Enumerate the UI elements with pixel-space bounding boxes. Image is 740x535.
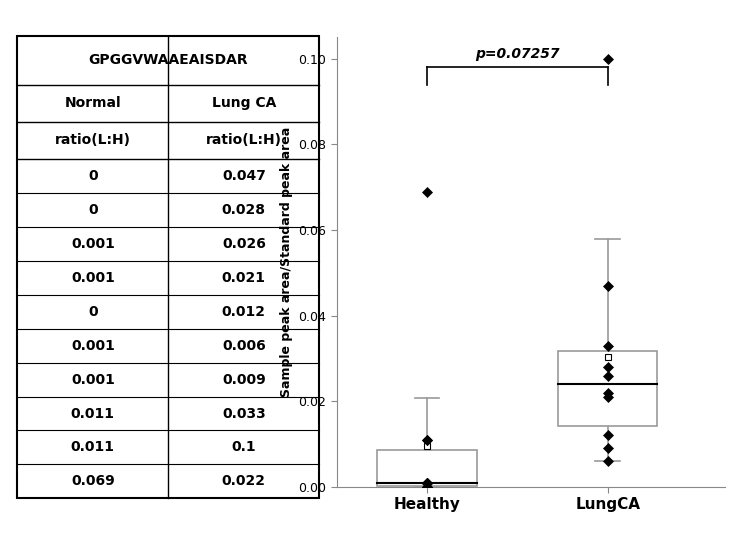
Text: p=0.07257: p=0.07257 bbox=[475, 47, 559, 61]
Bar bbox=[377, 450, 477, 486]
Text: 0.026: 0.026 bbox=[222, 236, 266, 251]
Text: 0.069: 0.069 bbox=[71, 475, 115, 488]
Text: 0.021: 0.021 bbox=[222, 271, 266, 285]
Text: ratio(L:H): ratio(L:H) bbox=[206, 133, 282, 147]
Text: 0.028: 0.028 bbox=[222, 203, 266, 217]
Text: 0: 0 bbox=[88, 304, 98, 319]
Text: 0.001: 0.001 bbox=[71, 271, 115, 285]
Text: 0.047: 0.047 bbox=[222, 169, 266, 183]
Text: 0.001: 0.001 bbox=[71, 236, 115, 251]
Text: 0.001: 0.001 bbox=[71, 372, 115, 387]
Text: 0.012: 0.012 bbox=[222, 304, 266, 319]
Text: 0.033: 0.033 bbox=[222, 407, 266, 421]
Text: Normal: Normal bbox=[64, 96, 121, 110]
Text: 0.1: 0.1 bbox=[232, 440, 256, 454]
Text: 0: 0 bbox=[88, 203, 98, 217]
Text: 0.006: 0.006 bbox=[222, 339, 266, 353]
Text: 0.009: 0.009 bbox=[222, 372, 266, 387]
Text: 0.011: 0.011 bbox=[71, 407, 115, 421]
Text: 0: 0 bbox=[88, 169, 98, 183]
Text: ratio(L:H): ratio(L:H) bbox=[55, 133, 131, 147]
Text: 0.022: 0.022 bbox=[222, 475, 266, 488]
Bar bbox=[558, 351, 657, 426]
Text: 0.011: 0.011 bbox=[71, 440, 115, 454]
Text: GPGGVWAAEAISDAR: GPGGVWAAEAISDAR bbox=[89, 54, 248, 67]
Text: 0.001: 0.001 bbox=[71, 339, 115, 353]
Text: Lung CA: Lung CA bbox=[212, 96, 276, 110]
Y-axis label: Sample peak area/Standard peak area: Sample peak area/Standard peak area bbox=[280, 127, 293, 398]
